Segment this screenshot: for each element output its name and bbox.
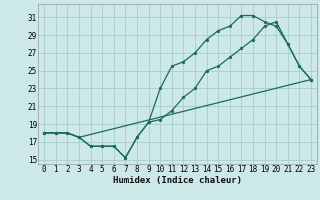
X-axis label: Humidex (Indice chaleur): Humidex (Indice chaleur) xyxy=(113,176,242,185)
